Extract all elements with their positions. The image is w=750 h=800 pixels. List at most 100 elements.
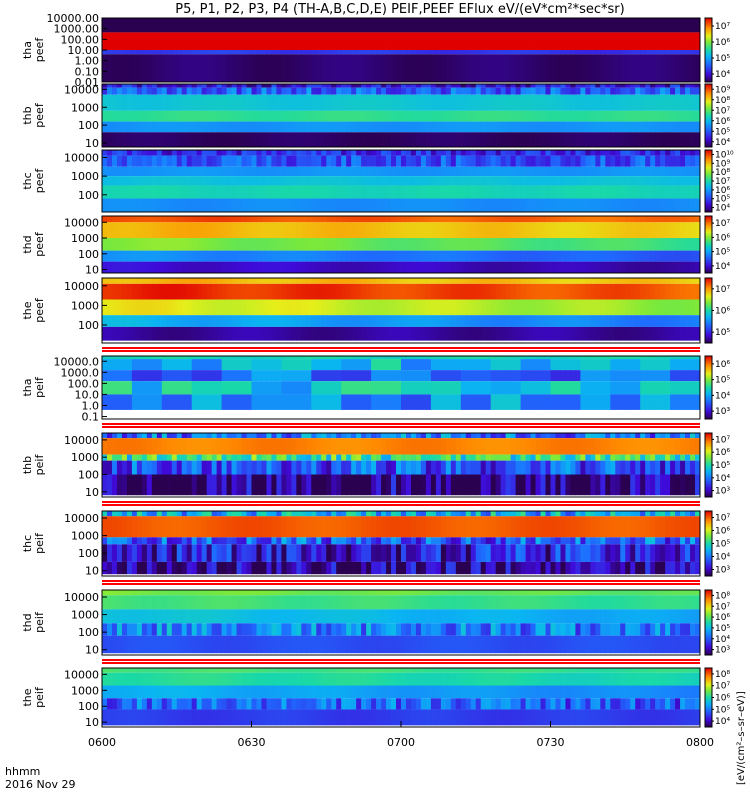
heatmap-cell	[560, 359, 566, 371]
heatmap-cell	[291, 381, 297, 395]
heatmap-cell	[191, 537, 198, 545]
heatmap-cell	[316, 474, 322, 496]
heatmap-cell	[550, 166, 556, 177]
heatmap-cell	[291, 54, 297, 82]
heatmap-cell	[386, 278, 392, 284]
heatmap-cell	[580, 326, 586, 341]
heatmap-cell	[640, 250, 646, 262]
heatmap-cell	[201, 110, 208, 122]
heatmap-cell	[256, 84, 262, 88]
heatmap-cell	[485, 315, 492, 327]
heatmap-cell	[640, 454, 646, 461]
heatmap-cell	[166, 18, 173, 33]
heatmap-cell	[645, 132, 651, 147]
heatmap-cell	[271, 278, 277, 284]
colorbar-segment	[705, 336, 712, 339]
heatmap-cell	[625, 315, 631, 327]
heatmap-cell	[181, 132, 188, 147]
heatmap-cell	[166, 460, 173, 475]
heatmap-cell	[346, 454, 352, 461]
heatmap-cell	[186, 299, 193, 316]
heatmap-cell	[655, 87, 661, 95]
heatmap-cell	[630, 454, 636, 461]
heatmap-cell	[530, 356, 536, 360]
heatmap-cell	[371, 381, 377, 395]
heatmap-cell	[171, 87, 178, 95]
heatmap-cell	[181, 110, 188, 122]
heatmap-cell	[485, 433, 492, 439]
heatmap-cell	[675, 150, 681, 156]
heatmap-cell	[485, 438, 492, 455]
heatmap-cell	[326, 54, 332, 82]
heatmap-cell	[555, 454, 561, 461]
colorbar-segment	[705, 220, 712, 223]
heatmap-cell	[505, 198, 512, 212]
heatmap-cell	[465, 438, 472, 455]
heatmap-cell	[281, 516, 287, 538]
heatmap-cell	[430, 359, 437, 371]
heatmap-cell	[555, 32, 561, 50]
heatmap-cell	[415, 110, 422, 122]
heatmap-cell	[236, 121, 242, 133]
heatmap-cell	[386, 155, 392, 167]
heatmap-cell	[331, 381, 337, 395]
heatmap-cell	[580, 185, 586, 199]
heatmap-cell	[435, 84, 442, 88]
heatmap-cell	[560, 155, 566, 167]
heatmap-cell	[660, 87, 666, 95]
heatmap-cell	[366, 94, 372, 111]
heatmap-cell	[181, 278, 188, 284]
heatmap-cell	[485, 32, 492, 50]
heatmap-cell	[296, 155, 302, 167]
heatmap-cell	[545, 121, 551, 133]
colorbar-tick-label: 10⁷	[715, 219, 730, 229]
heatmap-cell	[635, 166, 641, 177]
heatmap-cell	[650, 185, 656, 199]
heatmap-cell	[505, 394, 512, 410]
heatmap-cell	[630, 222, 636, 239]
heatmap-cell	[316, 32, 322, 50]
heatmap-cell	[211, 216, 218, 223]
heatmap-cell	[221, 250, 227, 262]
heatmap-cell	[241, 454, 247, 461]
heatmap-cell	[276, 87, 282, 95]
heatmap-cell	[485, 454, 492, 461]
heatmap-cell	[515, 460, 521, 475]
heatmap-cell	[266, 222, 272, 239]
heatmap-cell	[286, 238, 292, 251]
heatmap-cell	[600, 132, 606, 147]
heatmap-cell	[191, 84, 198, 88]
heatmap-cell	[520, 433, 526, 439]
colorbar-segment	[705, 69, 712, 72]
heatmap-cell	[196, 198, 203, 212]
heatmap-cell	[610, 166, 616, 177]
heatmap-cell	[445, 166, 452, 177]
heatmap-cell	[361, 110, 367, 122]
colorbar-segment	[705, 245, 712, 248]
heatmap-cell	[366, 299, 372, 316]
heatmap-cell	[525, 283, 531, 300]
heatmap-cell	[201, 278, 208, 284]
heatmap-cell	[261, 261, 267, 273]
heatmap-cell	[191, 299, 198, 316]
heatmap-cell	[575, 150, 581, 156]
heatmap-cell	[106, 278, 113, 284]
heatmap-cell	[102, 261, 108, 273]
heatmap-cell	[455, 132, 462, 147]
heatmap-cell	[615, 370, 621, 382]
heatmap-cell	[166, 176, 173, 186]
heatmap-cell	[236, 326, 242, 341]
colorbar-segment	[705, 447, 712, 450]
heatmap-cell	[455, 150, 462, 156]
heatmap-cell	[271, 433, 277, 439]
heatmap-cell	[560, 394, 566, 410]
heatmap-cell	[341, 278, 347, 284]
heatmap-cell	[366, 283, 372, 300]
heatmap-cell	[495, 278, 502, 284]
heatmap-cell	[610, 370, 616, 382]
heatmap-cell	[545, 216, 551, 223]
heatmap-cell	[570, 299, 576, 316]
heatmap-cell	[211, 150, 218, 156]
heatmap-cell	[121, 537, 128, 545]
heatmap-cell	[266, 460, 272, 475]
